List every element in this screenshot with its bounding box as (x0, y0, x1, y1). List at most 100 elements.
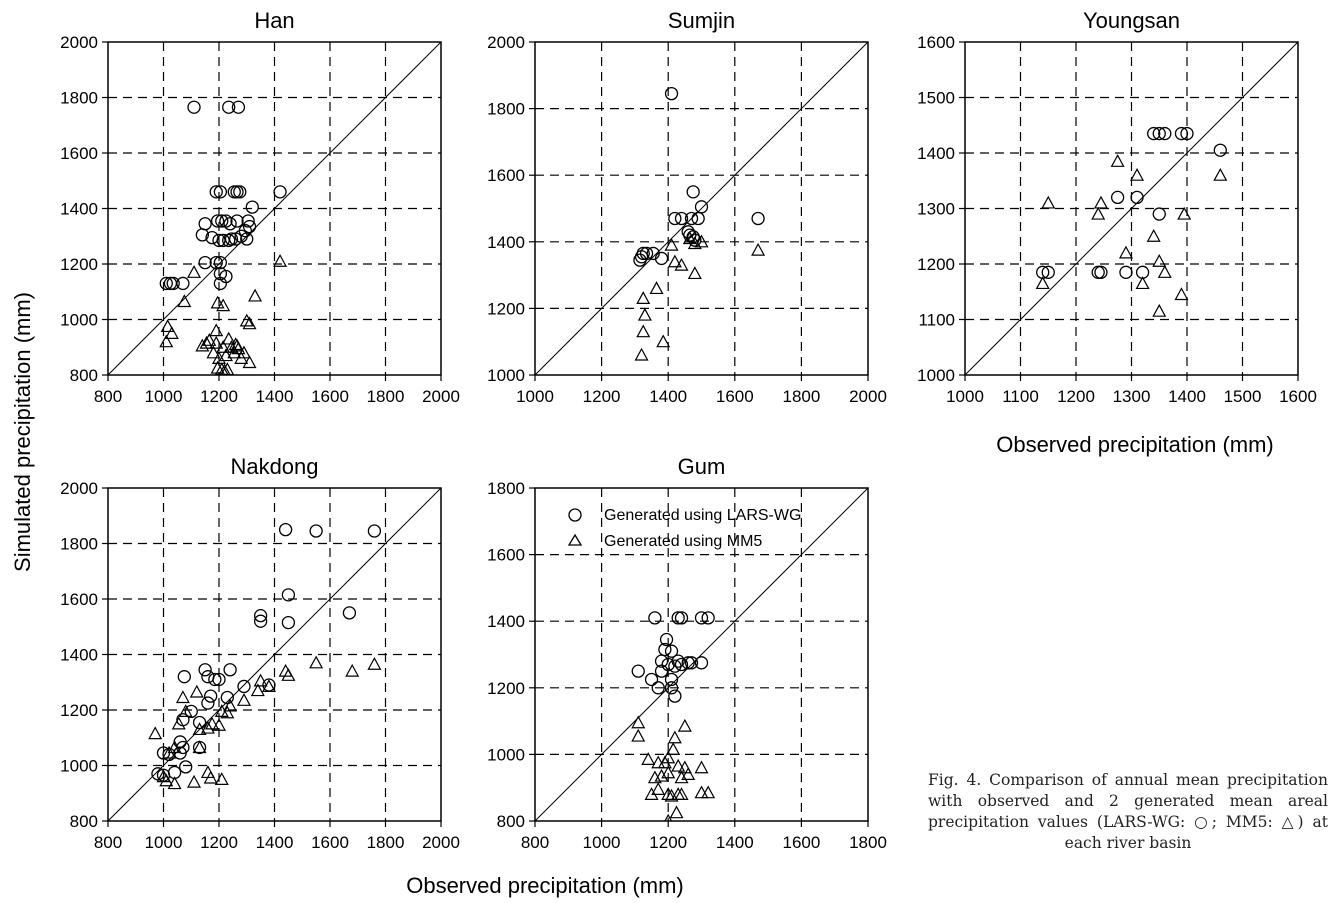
legend-label-mm5: Generated using MM5 (604, 533, 762, 550)
one-to-one-line (534, 41, 869, 376)
point-mm5 (162, 745, 177, 759)
point-lars-wg (281, 588, 296, 602)
point-lars-wg (631, 664, 645, 678)
point-mm5 (682, 231, 697, 245)
point-mm5 (654, 768, 669, 782)
point-mm5 (175, 690, 190, 704)
point-mm5 (309, 655, 324, 669)
point-lars-wg (166, 276, 180, 291)
point-lars-wg (674, 211, 689, 226)
point-mm5 (178, 704, 193, 717)
point-lars-wg (694, 200, 709, 214)
point-lars-wg (198, 255, 212, 270)
point-lars-wg (242, 219, 257, 234)
point-mm5 (220, 362, 235, 375)
point-lars-wg (233, 185, 247, 199)
point-lars-wg (694, 656, 709, 670)
point-lars-wg (192, 740, 207, 755)
point-lars-wg (176, 713, 190, 727)
point-lars-wg (664, 681, 679, 695)
point-lars-wg (1119, 265, 1133, 279)
point-lars-wg (241, 214, 255, 228)
point-mm5 (210, 295, 225, 309)
plot-frame (534, 41, 869, 376)
x-tick-label: 1400 (256, 833, 294, 852)
y-axis-label: Simulated precipitation (mm) (10, 292, 35, 572)
point-mm5 (159, 773, 174, 787)
point-lars-wg (195, 228, 210, 242)
point-lars-wg (367, 524, 382, 538)
point-lars-wg (245, 200, 259, 214)
point-mm5 (677, 760, 692, 774)
x-tick-label: 1600 (782, 833, 820, 852)
x-tick-label: 1800 (849, 833, 887, 852)
point-mm5 (216, 339, 231, 353)
point-mm5 (694, 760, 709, 774)
point-mm5 (199, 335, 214, 349)
point-lars-wg (220, 690, 234, 705)
y-tick-label: 1600 (487, 546, 525, 565)
point-lars-wg (659, 632, 674, 647)
x-tick-label: 800 (94, 387, 122, 406)
point-mm5 (177, 294, 192, 308)
point-mm5 (636, 324, 651, 338)
point-lars-wg (212, 672, 226, 687)
point-lars-wg (671, 611, 685, 625)
point-mm5 (242, 316, 257, 330)
y-tick-label: 2000 (60, 479, 98, 498)
point-mm5 (187, 265, 202, 278)
chart-title-gum: Gum (678, 454, 726, 479)
point-lars-wg (230, 185, 244, 199)
point-mm5 (159, 334, 174, 348)
point-lars-wg (671, 654, 685, 668)
point-mm5 (189, 684, 204, 698)
chart-title-youngsan: Youngsan (1083, 8, 1180, 33)
point-lars-wg (1152, 207, 1166, 221)
point-mm5 (210, 360, 225, 374)
point-mm5 (203, 770, 218, 784)
point-mm5 (651, 782, 666, 795)
chart-sumjin: 1000 1200 1400 1600 1800 2000 1000 1200 1400 1600… (487, 8, 887, 406)
x-tick-label: 2000 (422, 387, 460, 406)
point-lars-wg (198, 217, 212, 231)
y-tick-label: 1000 (60, 311, 98, 330)
point-lars-wg (684, 211, 699, 226)
plot-frame (534, 487, 869, 822)
point-lars-wg (664, 644, 679, 658)
point-lars-wg (664, 86, 679, 101)
x-tick-label: 1500 (1224, 387, 1262, 406)
data-points (1035, 126, 1228, 317)
point-mm5 (248, 288, 263, 302)
chart-title-nakdong: Nakdong (230, 454, 318, 479)
point-lars-wg (309, 524, 323, 538)
point-mm5 (664, 237, 679, 251)
point-lars-wg (281, 615, 296, 630)
y-tick-label: 1000 (917, 366, 955, 385)
point-lars-wg (651, 681, 665, 695)
point-mm5 (202, 333, 217, 346)
point-lars-wg (668, 211, 682, 226)
chart-title-han: Han (254, 8, 294, 33)
point-lars-wg (1147, 126, 1161, 141)
point-mm5 (273, 253, 288, 267)
point-mm5 (218, 348, 233, 362)
y-tick-label: 1800 (487, 100, 525, 119)
point-mm5 (200, 720, 215, 734)
point-mm5 (701, 785, 716, 799)
x-tick-label: 2000 (849, 387, 887, 406)
point-lars-wg (661, 657, 675, 672)
point-mm5 (674, 787, 689, 800)
x-tick-label: 1100 (1002, 387, 1039, 406)
point-lars-wg (223, 663, 237, 677)
point-lars-wg (237, 679, 251, 694)
y-tick-label: 800 (70, 812, 98, 831)
point-lars-wg (213, 276, 228, 291)
y-tick-label: 1300 (917, 200, 955, 219)
point-mm5 (171, 716, 186, 730)
point-mm5 (669, 805, 684, 819)
chart-nakdong: 800 1000 1200 1400 1600 1800 2000 800 1000 1200 14… (60, 454, 460, 852)
x-tick-label: 1000 (946, 387, 984, 406)
point-mm5 (677, 718, 692, 732)
point-mm5 (661, 750, 676, 764)
y-tick-label: 1800 (60, 535, 98, 554)
